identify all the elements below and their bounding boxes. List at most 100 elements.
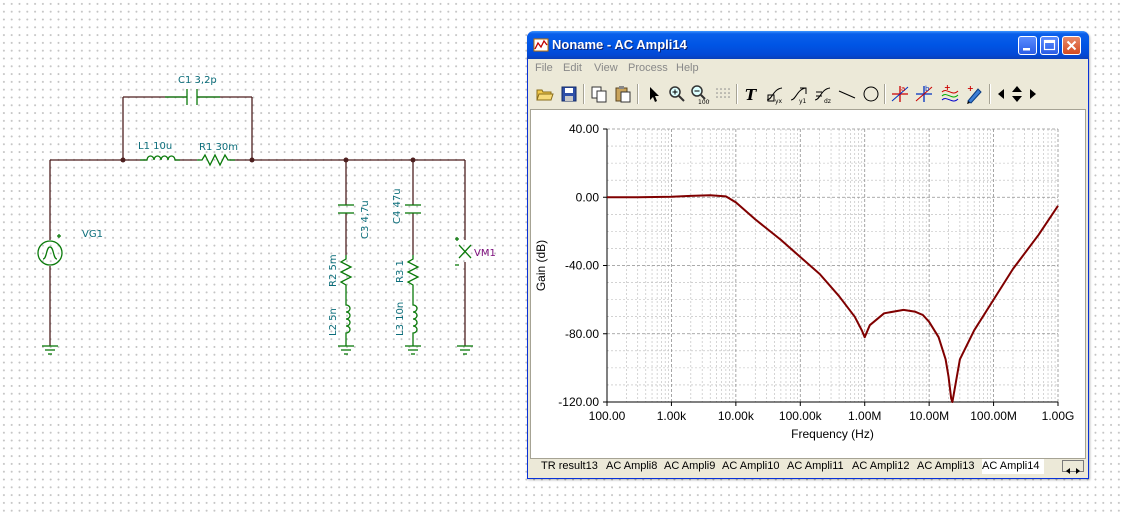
arrow-left-icon: [998, 89, 1004, 99]
schematic-canvas[interactable]: VG1 C1 3,2p L1 10u R1 30m C3 4,7u R2 5m …: [0, 0, 520, 514]
tab-ac-ampli8[interactable]: AC Ampli8: [606, 460, 658, 472]
pen-icon: +: [967, 84, 982, 104]
cursor-b-button[interactable]: b: [913, 83, 935, 105]
scale-label-button[interactable]: dz: [812, 83, 834, 105]
pen-button[interactable]: +: [963, 83, 985, 105]
svg-text:+: +: [967, 84, 974, 93]
inductor-l1[interactable]: [140, 155, 180, 161]
curve-style-button[interactable]: +: [939, 83, 961, 105]
x-tick-label: 100.00: [589, 409, 626, 423]
y-axis-title: Gain (dB): [534, 240, 548, 291]
curve-label2-button[interactable]: y1: [788, 83, 810, 105]
resistor-r3[interactable]: [406, 255, 420, 300]
ground-icon: [338, 345, 354, 355]
paste-button[interactable]: [612, 83, 634, 105]
zoom-in-button[interactable]: [666, 83, 688, 105]
minimize-button[interactable]: [1018, 36, 1037, 55]
svg-text:dz: dz: [824, 98, 831, 105]
gain-chart[interactable]: 100.00 1.00k 10.00k 100.00k 1.00M 10.00M 100.0…: [531, 110, 1087, 460]
open-button[interactable]: [534, 83, 556, 105]
open-folder-icon: [536, 89, 554, 101]
close-button[interactable]: [1062, 36, 1081, 55]
minimize-icon: [1023, 48, 1030, 51]
menu-help[interactable]: Help: [676, 62, 699, 74]
label-r3: R3 1: [395, 260, 406, 283]
grid-button[interactable]: [712, 83, 734, 105]
text-icon: T: [745, 86, 758, 104]
menu-file[interactable]: File: [535, 62, 553, 74]
title-bar[interactable]: Noname - AC Ampli14: [527, 31, 1089, 59]
menu-edit[interactable]: Edit: [563, 62, 582, 74]
tab-ac-ampli13[interactable]: AC Ampli13: [917, 460, 975, 472]
save-icon: [561, 86, 577, 102]
window-title: Noname - AC Ampli14: [552, 37, 687, 52]
x-tick-label: 100.00k: [779, 409, 823, 423]
zoom-in-icon: [669, 86, 685, 102]
zoom-100-button[interactable]: 100%: [688, 83, 710, 105]
capacitor-c3[interactable]: [338, 204, 354, 214]
diagram-window[interactable]: Noname - AC Ampli14 File Edit View Proce…: [527, 31, 1089, 479]
updown-button[interactable]: [1008, 83, 1026, 105]
toolbar: 100% T yx y1 dz a b +: [532, 81, 1084, 107]
tab-tr-result13[interactable]: TR result13: [541, 460, 598, 472]
tab-scroll-arrows-icon: [1066, 468, 1080, 474]
x-tick-label: 1.00G: [1042, 409, 1075, 423]
label-c3: C3 4,7u: [360, 200, 371, 239]
menu-process[interactable]: Process: [628, 62, 668, 74]
line-icon: [838, 90, 856, 99]
tab-ac-ampli9[interactable]: AC Ampli9: [664, 460, 716, 472]
tab-ac-ampli10[interactable]: AC Ampli10: [722, 460, 780, 472]
schematic-nodes: [120, 157, 416, 163]
y-tick-label: -120.00: [558, 395, 599, 409]
maximize-button[interactable]: [1040, 36, 1059, 55]
tab-scroll-buttons[interactable]: [1062, 460, 1084, 474]
label-vg1: VG1: [82, 229, 103, 240]
schematic-wires: [49, 96, 466, 346]
svg-text:100%: 100%: [698, 99, 710, 105]
label-c1: C1 3,2p: [178, 75, 217, 86]
app-icon: [533, 38, 549, 52]
plot-area[interactable]: 100.00 1.00k 10.00k 100.00k 1.00M 10.00M 100.0…: [530, 109, 1086, 459]
label-c4: C4 47u: [392, 188, 403, 224]
paste-icon: [615, 86, 631, 103]
copy-icon: [591, 86, 607, 103]
x-tick-label: 1.00M: [848, 409, 881, 423]
x-tick-label: 1.00k: [657, 409, 687, 423]
prev-button[interactable]: [994, 83, 1008, 105]
tab-ac-ampli14[interactable]: AC Ampli14: [982, 459, 1044, 474]
arrow-updown-icon: [1012, 86, 1022, 102]
tab-ac-ampli11[interactable]: AC Ampli11: [787, 460, 844, 472]
curve-style-icon: +: [941, 83, 959, 102]
capacitor-c4[interactable]: [405, 204, 421, 214]
pointer-icon: [650, 87, 659, 102]
y-tick-label: 0.00: [576, 190, 600, 204]
label-vm1: VM1: [474, 248, 496, 259]
grid-icon: [716, 88, 730, 98]
cursor-a-button[interactable]: a: [889, 83, 911, 105]
inductor-l2[interactable]: [345, 300, 351, 346]
svg-text:T: T: [745, 86, 758, 104]
pointer-button[interactable]: [642, 83, 664, 105]
line-button[interactable]: [836, 83, 858, 105]
resistor-r2[interactable]: [339, 255, 353, 300]
save-button[interactable]: [558, 83, 580, 105]
scale-label-icon: dz: [814, 87, 831, 105]
voltmeter-vm1[interactable]: [455, 237, 472, 266]
circle-icon: [863, 86, 879, 102]
curve-label-button[interactable]: yx: [764, 83, 786, 105]
close-icon: [1066, 40, 1077, 51]
copy-button[interactable]: [588, 83, 610, 105]
circle-button[interactable]: [860, 83, 882, 105]
svg-text:y1: y1: [799, 98, 807, 105]
menu-view[interactable]: View: [594, 62, 618, 74]
curve-label2-icon: y1: [790, 87, 807, 105]
cursor-a-icon: a: [891, 85, 909, 102]
tab-ac-ampli12[interactable]: AC Ampli12: [852, 460, 910, 472]
inductor-l3[interactable]: [412, 300, 418, 346]
curve-label-icon: yx: [766, 87, 783, 105]
resistor-r1[interactable]: [197, 153, 235, 167]
voltage-source-vg1[interactable]: [37, 234, 63, 266]
capacitor-c1[interactable]: [165, 89, 220, 105]
next-button[interactable]: [1026, 83, 1040, 105]
text-button[interactable]: T: [740, 83, 762, 105]
